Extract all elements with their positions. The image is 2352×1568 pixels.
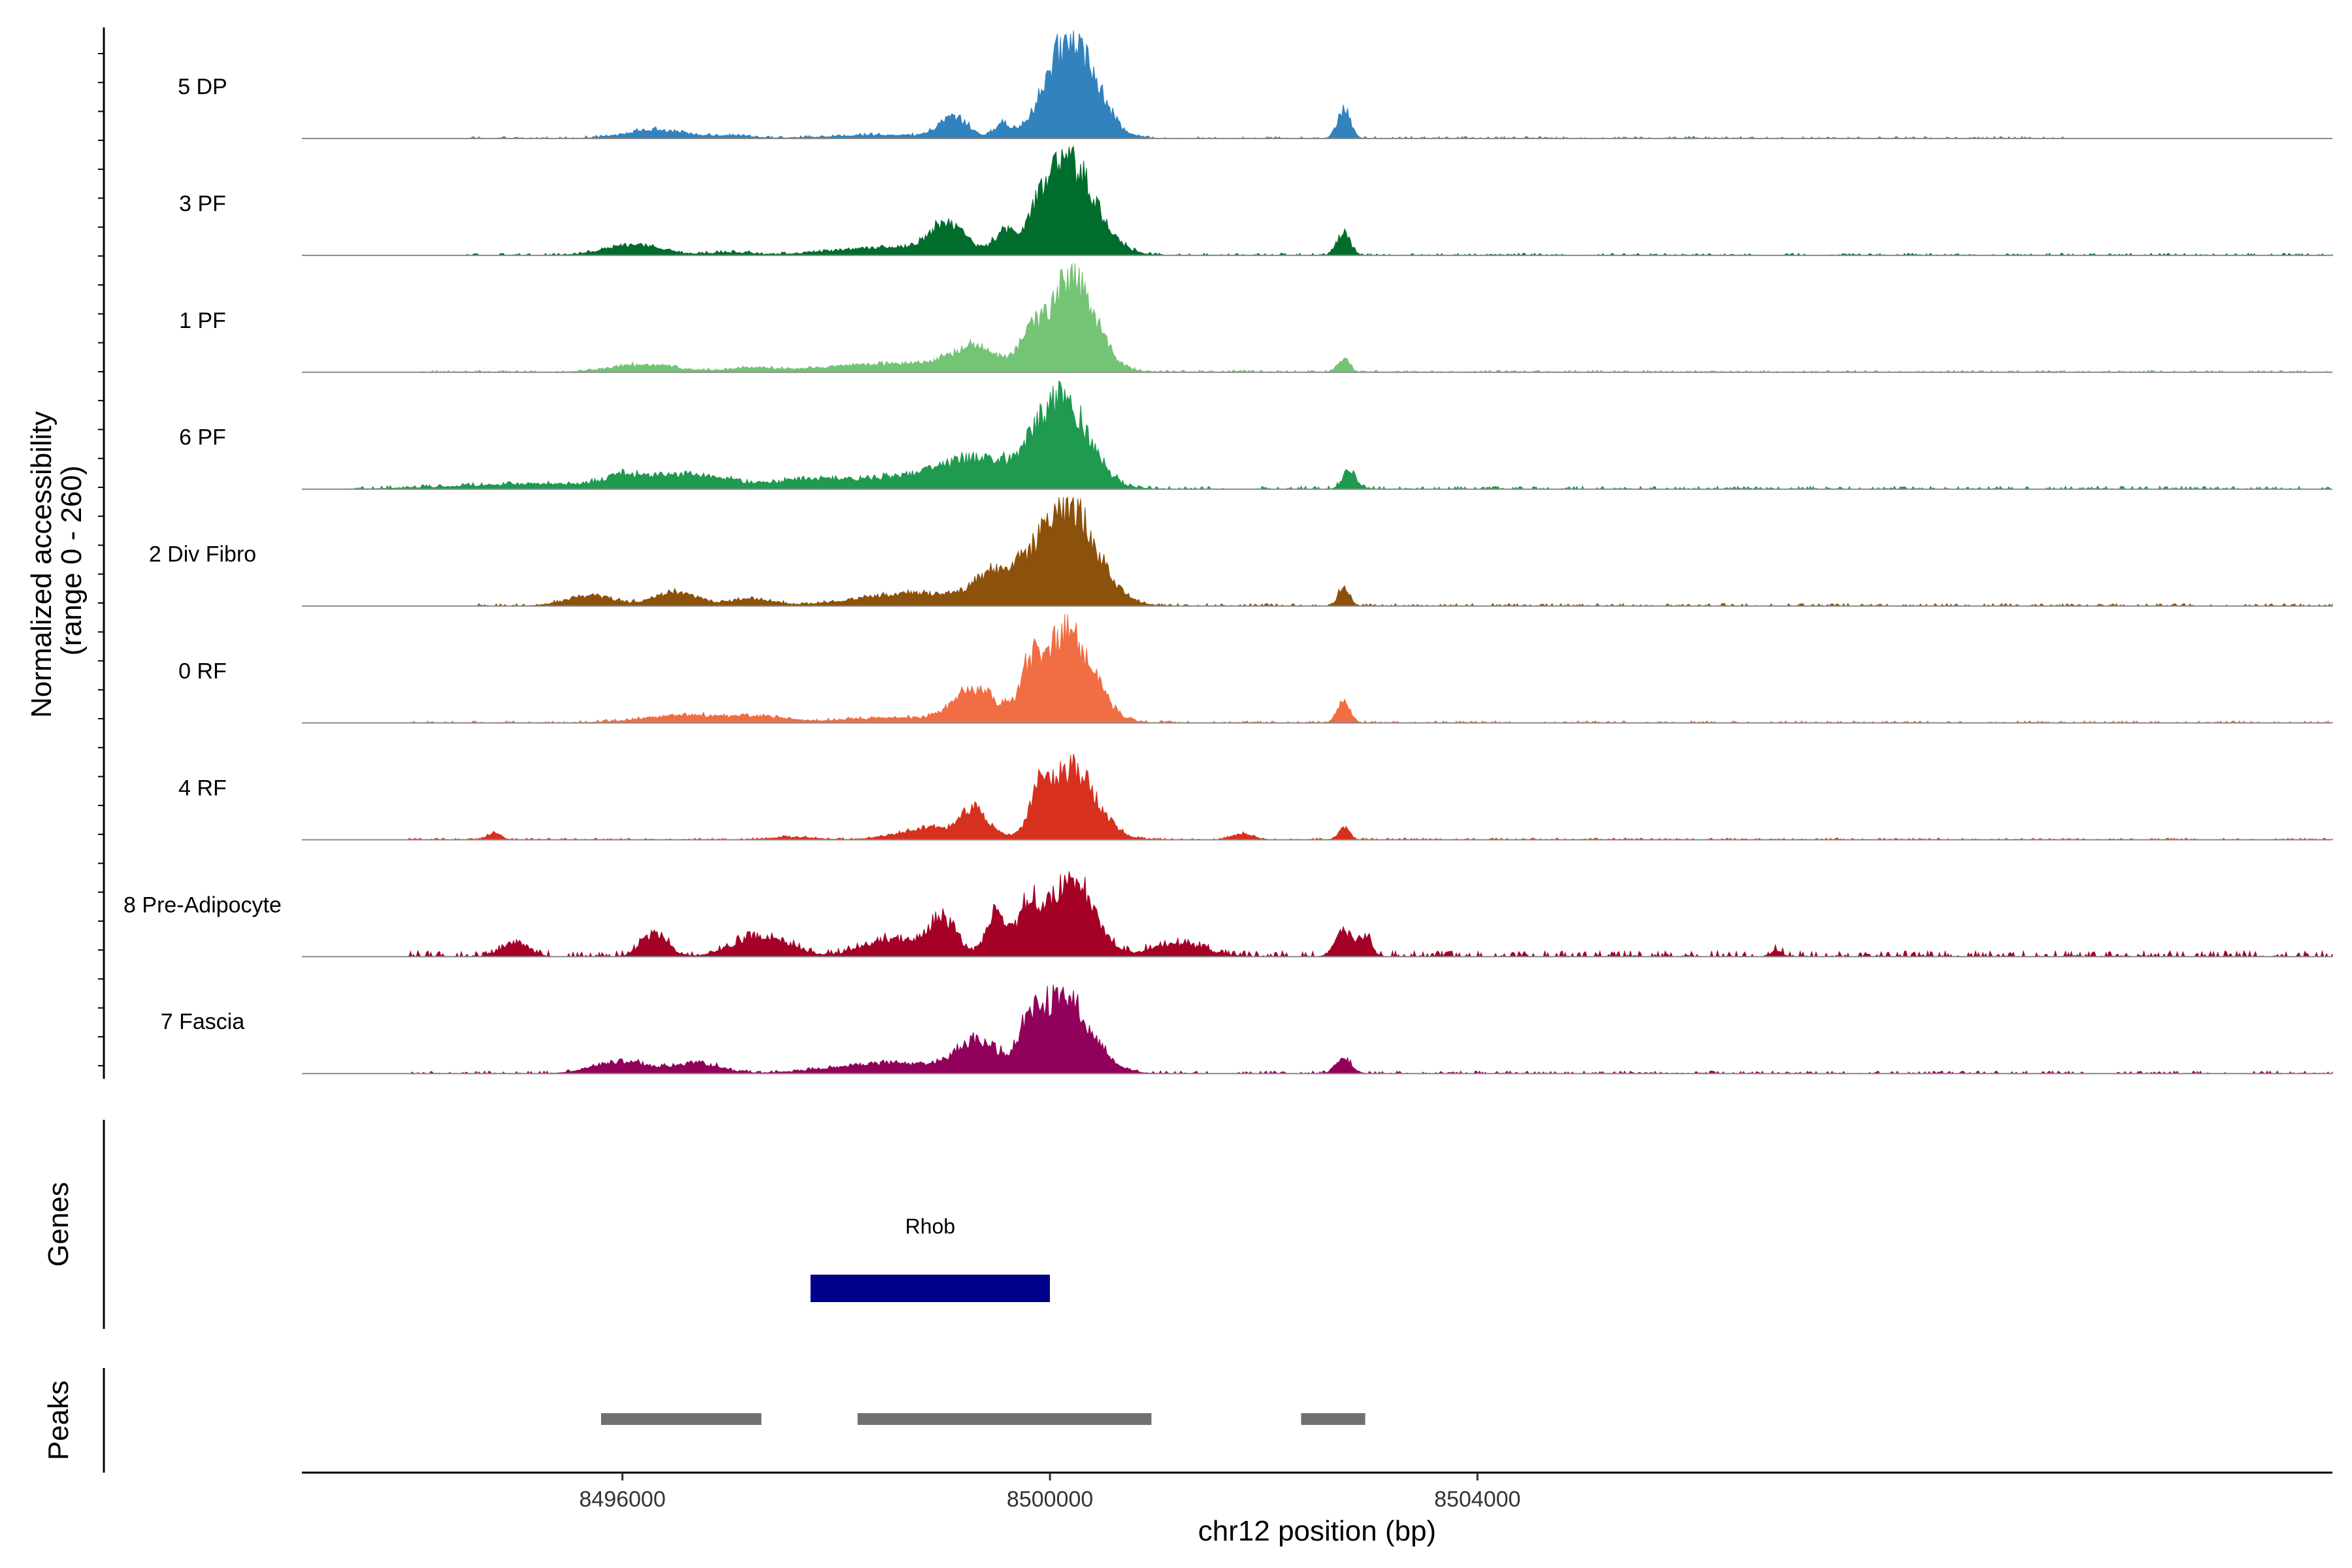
y-axis-title-line1: Normalized accessibility: [25, 411, 57, 717]
track-label: 1 PF: [179, 308, 226, 333]
coverage-area: [302, 30, 2332, 139]
track-4: 2 Div Fibro: [149, 496, 2333, 607]
x-tick-label: 8496000: [580, 1487, 666, 1512]
coverage-area: [302, 613, 2333, 724]
track-7: 8 Pre-Adipocyte: [123, 871, 2333, 958]
track-label: 2 Div Fibro: [149, 542, 256, 567]
track-3: 6 PF: [179, 380, 2332, 490]
coverage-area: [302, 145, 2333, 256]
peaks-track: Peaks: [42, 1368, 1365, 1473]
peak-bar: [601, 1413, 762, 1425]
genes-track-label: Genes: [42, 1182, 74, 1267]
coverage-area: [302, 871, 2333, 958]
track-label: 0 RF: [178, 659, 227, 684]
y-axis-title: Normalized accessibility (range 0 - 260): [25, 403, 88, 718]
track-label: 5 DP: [178, 74, 227, 99]
track-label: 8 Pre-Adipocyte: [123, 892, 282, 917]
y-axis: Normalized accessibility (range 0 - 260): [25, 27, 105, 1079]
coverage-tracks: 5 DP 3 PF 1 PF 6 PF 2 Div Fibro 0 RF 4 RF 8 Pre…: [123, 30, 2333, 1075]
peak-bar: [1301, 1413, 1365, 1425]
coverage-area: [302, 753, 2333, 841]
gene-label: Rhob: [906, 1215, 956, 1238]
track-2: 1 PF: [179, 263, 2333, 373]
x-axis-title: chr12 position (bp): [1198, 1515, 1436, 1547]
track-label: 7 Fascia: [161, 1009, 245, 1034]
coverage-area: [302, 380, 2332, 490]
x-tick-label: 8504000: [1434, 1487, 1520, 1512]
track-5: 0 RF: [178, 613, 2333, 724]
track-0: 5 DP: [178, 30, 2332, 139]
genes-track: Genes Rhob: [42, 1120, 1050, 1329]
peak-bar: [857, 1413, 1152, 1425]
track-1: 3 PF: [179, 145, 2333, 256]
track-label: 6 PF: [179, 425, 226, 450]
track-label: 3 PF: [179, 191, 226, 216]
coverage-area: [302, 985, 2333, 1075]
coverage-area: [302, 263, 2333, 373]
gene-rhob-bar: [810, 1275, 1050, 1302]
x-tick-label: 8500000: [1007, 1487, 1093, 1512]
coverage-area: [302, 496, 2333, 607]
y-axis-title-line2: (range 0 - 260): [56, 465, 88, 655]
x-axis: 8496000 8500000 8504000 chr12 position (bp): [302, 1471, 2332, 1547]
track-8: 7 Fascia: [161, 985, 2333, 1075]
track-6: 4 RF: [178, 753, 2333, 841]
peaks-track-label: Peaks: [42, 1380, 74, 1460]
track-label: 4 RF: [178, 776, 227, 800]
